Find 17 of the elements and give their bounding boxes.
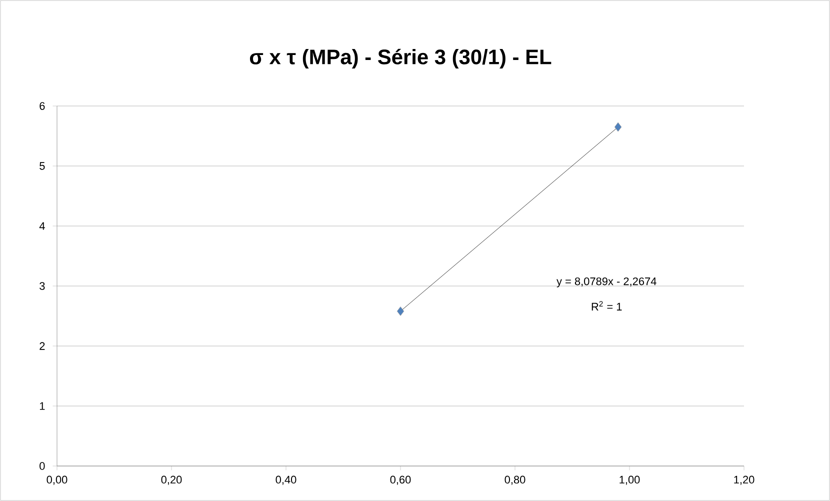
x-tick-label: 0,00 — [46, 476, 68, 485]
x-tick-label: 1,20 — [734, 476, 754, 485]
y-tick-label: 2 — [40, 342, 45, 350]
y-tick-label: 6 — [40, 102, 45, 110]
x-tick-label: 0,40 — [276, 476, 296, 485]
annotation: R$^{2}$ = 1 — [592, 301, 622, 310]
x-tick-label: 0,60 — [390, 476, 411, 485]
y-tick-label: 3 — [40, 282, 45, 290]
y-tick-label: 0 — [40, 462, 45, 470]
annotation: y = 8,0789x - 2,2674 — [556, 277, 656, 288]
x-tick-label: 1,00 — [620, 476, 640, 485]
chart-title: σ x τ (MPa) - Série 3 (30/1) - EL — [250, 48, 552, 68]
y-tick-label: 4 — [39, 222, 45, 230]
x-tick-label: 0,80 — [504, 476, 526, 485]
y-tick-label: 1 — [40, 402, 45, 410]
x-tick-label: 0,20 — [161, 476, 182, 485]
y-tick-label: 5 — [40, 162, 45, 170]
